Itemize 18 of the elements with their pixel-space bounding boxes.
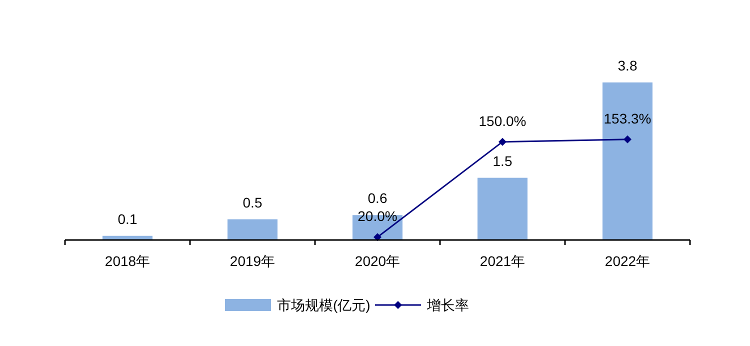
bar: [478, 178, 528, 240]
x-tick-label: 2022年: [604, 253, 650, 269]
data-label: 153.3%: [604, 110, 652, 126]
data-label: 20.0%: [358, 208, 398, 224]
data-label: 0.5: [242, 194, 262, 210]
x-tick-label: 2020年: [354, 253, 400, 269]
data-label: 1.5: [492, 152, 512, 169]
bar: [228, 219, 278, 240]
x-tick-label: 2019年: [230, 253, 276, 269]
x-tick-label: 2021年: [480, 253, 526, 269]
legend-label: 市场规模(亿元): [277, 297, 370, 313]
data-label: 150.0%: [478, 112, 526, 129]
data-label: 3.8: [618, 57, 638, 74]
bar: [602, 82, 652, 240]
legend-label: 增长率: [426, 297, 469, 313]
data-label: 0.6: [368, 190, 388, 206]
data-label: 0.1: [118, 210, 138, 227]
x-tick-label: 2018年: [104, 253, 150, 269]
